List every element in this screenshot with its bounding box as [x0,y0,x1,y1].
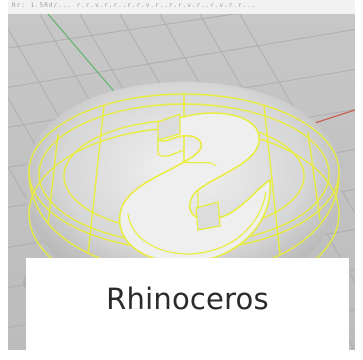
card-edge [355,0,363,360]
viewport-toolbar: Rr: 1.5Rd/... r.r.v.r.r..r.r.v.r..r.r.v.… [8,0,355,14]
card-label-panel: Rhinoceros [26,258,349,360]
viewport-toolbar-text: Rr: 1.5Rd/... r.r.v.r.r..r.r.v.r..r.r.v.… [12,2,257,9]
logo-emboss [118,112,271,263]
card-title: Rhinoceros [106,282,269,316]
